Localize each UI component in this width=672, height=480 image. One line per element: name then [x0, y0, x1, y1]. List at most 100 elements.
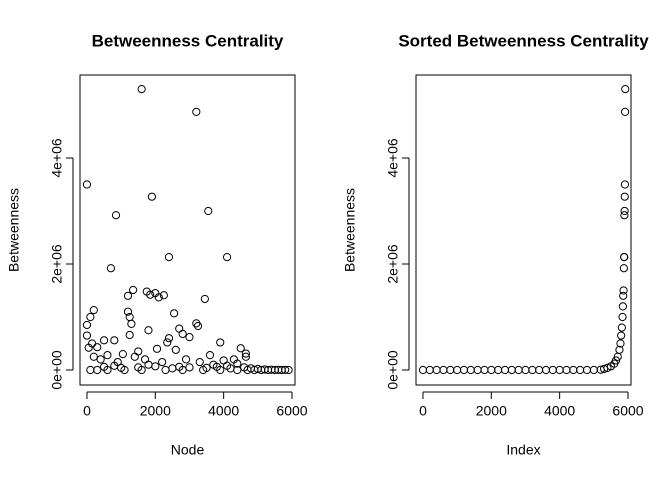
point [617, 331, 626, 340]
point [599, 364, 609, 374]
point [137, 84, 146, 94]
point [129, 285, 138, 295]
point [82, 180, 92, 189]
point [154, 293, 163, 302]
point [164, 253, 174, 262]
point [192, 319, 201, 328]
point [86, 365, 95, 375]
x-tick-label: 6000 [276, 403, 307, 419]
point [185, 363, 194, 372]
point [106, 264, 115, 273]
point [548, 365, 557, 375]
point [159, 291, 168, 300]
point [110, 361, 119, 370]
point [535, 365, 544, 375]
point [281, 365, 290, 374]
x-tick-label: 4000 [544, 403, 575, 419]
point [620, 206, 629, 216]
point [199, 365, 208, 375]
point [621, 84, 630, 94]
point [233, 359, 242, 368]
point [620, 192, 629, 201]
point [175, 324, 184, 333]
point [222, 253, 232, 262]
point [425, 365, 434, 375]
point [418, 365, 428, 375]
plot-box [415, 74, 632, 386]
point [181, 355, 191, 364]
point [619, 286, 628, 295]
point [620, 107, 630, 116]
point [473, 365, 482, 375]
point [619, 291, 628, 300]
point [89, 306, 98, 315]
point [611, 356, 621, 365]
point [439, 365, 448, 375]
point [161, 365, 170, 375]
x-tick-label: 2000 [476, 403, 507, 419]
y-tick-label: 4e+06 [385, 138, 401, 178]
point [233, 365, 242, 375]
point [617, 323, 626, 332]
point [618, 312, 627, 322]
point [111, 211, 121, 220]
point [82, 320, 92, 330]
point [562, 365, 571, 375]
point [125, 330, 134, 340]
x-tick-label: 0 [419, 403, 427, 419]
point [487, 365, 496, 375]
point [147, 192, 156, 201]
chart-title: Sorted Betweenness Centrality [398, 31, 649, 50]
point [134, 347, 143, 356]
point [118, 350, 127, 359]
point [170, 309, 179, 318]
point [123, 291, 133, 300]
point [103, 351, 112, 360]
y-tick-label: 2e+06 [385, 244, 401, 284]
point [620, 211, 629, 220]
point [555, 365, 564, 375]
point [192, 107, 201, 116]
point [163, 338, 172, 347]
point [93, 365, 102, 375]
x-tick-label: 6000 [612, 403, 643, 419]
point [446, 365, 455, 375]
y-axis-label: Betweenness [342, 188, 358, 272]
point [204, 206, 213, 216]
y-tick-label: 2e+06 [49, 244, 65, 284]
point [178, 329, 187, 339]
point [459, 365, 469, 375]
point [171, 345, 180, 354]
point [110, 336, 119, 345]
x-tick-label: 0 [83, 403, 91, 419]
y-tick-label: 0e+00 [49, 350, 65, 390]
point [216, 338, 225, 347]
y-axis-label: Betweenness [6, 188, 22, 272]
point [284, 365, 293, 375]
point [618, 302, 627, 311]
point [82, 331, 92, 340]
point [541, 365, 551, 375]
point [219, 356, 228, 365]
point [582, 365, 592, 375]
point [152, 344, 162, 353]
point [127, 319, 136, 328]
point [514, 365, 523, 375]
point [185, 333, 194, 342]
point [619, 264, 628, 273]
x-tick-label: 2000 [140, 403, 171, 419]
point [494, 365, 503, 375]
point [158, 357, 167, 367]
point [615, 345, 624, 354]
x-axis-label: Index [506, 442, 540, 458]
point [576, 365, 585, 375]
point [99, 336, 109, 345]
point [86, 312, 95, 322]
point [178, 365, 187, 375]
point [151, 362, 160, 371]
point [616, 339, 625, 348]
point [137, 365, 146, 375]
point [146, 290, 155, 299]
point [432, 365, 441, 375]
point [103, 365, 112, 375]
